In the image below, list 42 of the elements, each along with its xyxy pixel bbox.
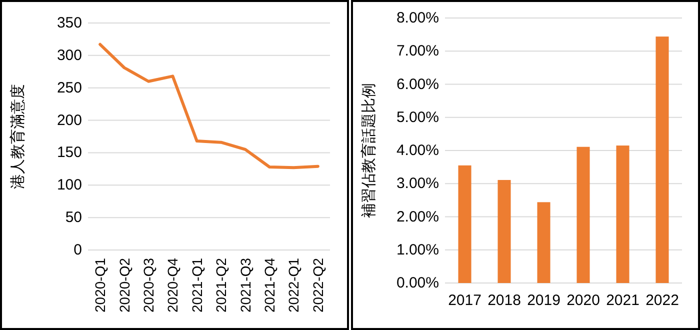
x-tick-label: 2021-Q1 [188, 258, 205, 312]
y-tick-label: 8.00% [396, 10, 439, 26]
y-tick-label: 6.00% [396, 76, 439, 93]
x-tick-label: 2022-Q1 [286, 258, 302, 312]
x-tick-label: 2021-Q4 [262, 258, 278, 312]
y-tick-label: 0.00% [396, 274, 439, 292]
y-tick-label: 200 [56, 112, 82, 129]
x-tick-label: 2020 [566, 292, 600, 309]
x-tick-label: 2020-Q2 [116, 258, 132, 312]
bar [498, 180, 511, 283]
bar [616, 146, 630, 283]
x-tick-label: 2021-Q3 [237, 258, 254, 312]
y-tick-label: 7.00% [396, 42, 439, 60]
y-tick-label: 5.00% [396, 108, 439, 126]
x-tick-label: 2022-Q2 [310, 258, 326, 312]
y-tick-label: 350 [56, 14, 82, 32]
x-tick-label: 2020-Q1 [92, 258, 108, 312]
y-tick-label: 250 [56, 79, 82, 96]
bar [537, 202, 550, 283]
y-tick-label: 300 [56, 46, 82, 64]
x-tick-label: 2021 [606, 292, 640, 309]
x-tick-label: 2017 [448, 292, 482, 309]
y-axis-title: 補習佔教育話題比例 [360, 83, 378, 218]
x-tick-label: 2018 [488, 292, 521, 309]
y-tick-label: 3.00% [396, 175, 439, 192]
x-tick-label: 2020-Q4 [164, 258, 181, 312]
x-tick-label: 2022 [646, 292, 679, 309]
y-tick-label: 1.00% [396, 241, 439, 258]
bar [656, 36, 669, 283]
line-series [98, 42, 320, 170]
y-tick-label: 50 [65, 209, 82, 226]
x-tick-label: 2019 [527, 292, 560, 309]
y-tick-label: 0 [74, 242, 82, 258]
x-tick-label: 2021-Q2 [213, 258, 230, 312]
bar [458, 165, 472, 283]
y-tick-label: 2.00% [396, 208, 439, 226]
y-axis-title: 港人教育滿意度 [10, 84, 26, 189]
y-tick-label: 4.00% [396, 142, 439, 159]
x-tick-label: 2020-Q3 [140, 258, 156, 312]
y-tick-label: 150 [56, 144, 82, 162]
bar [576, 146, 590, 283]
y-tick-label: 100 [56, 176, 82, 194]
